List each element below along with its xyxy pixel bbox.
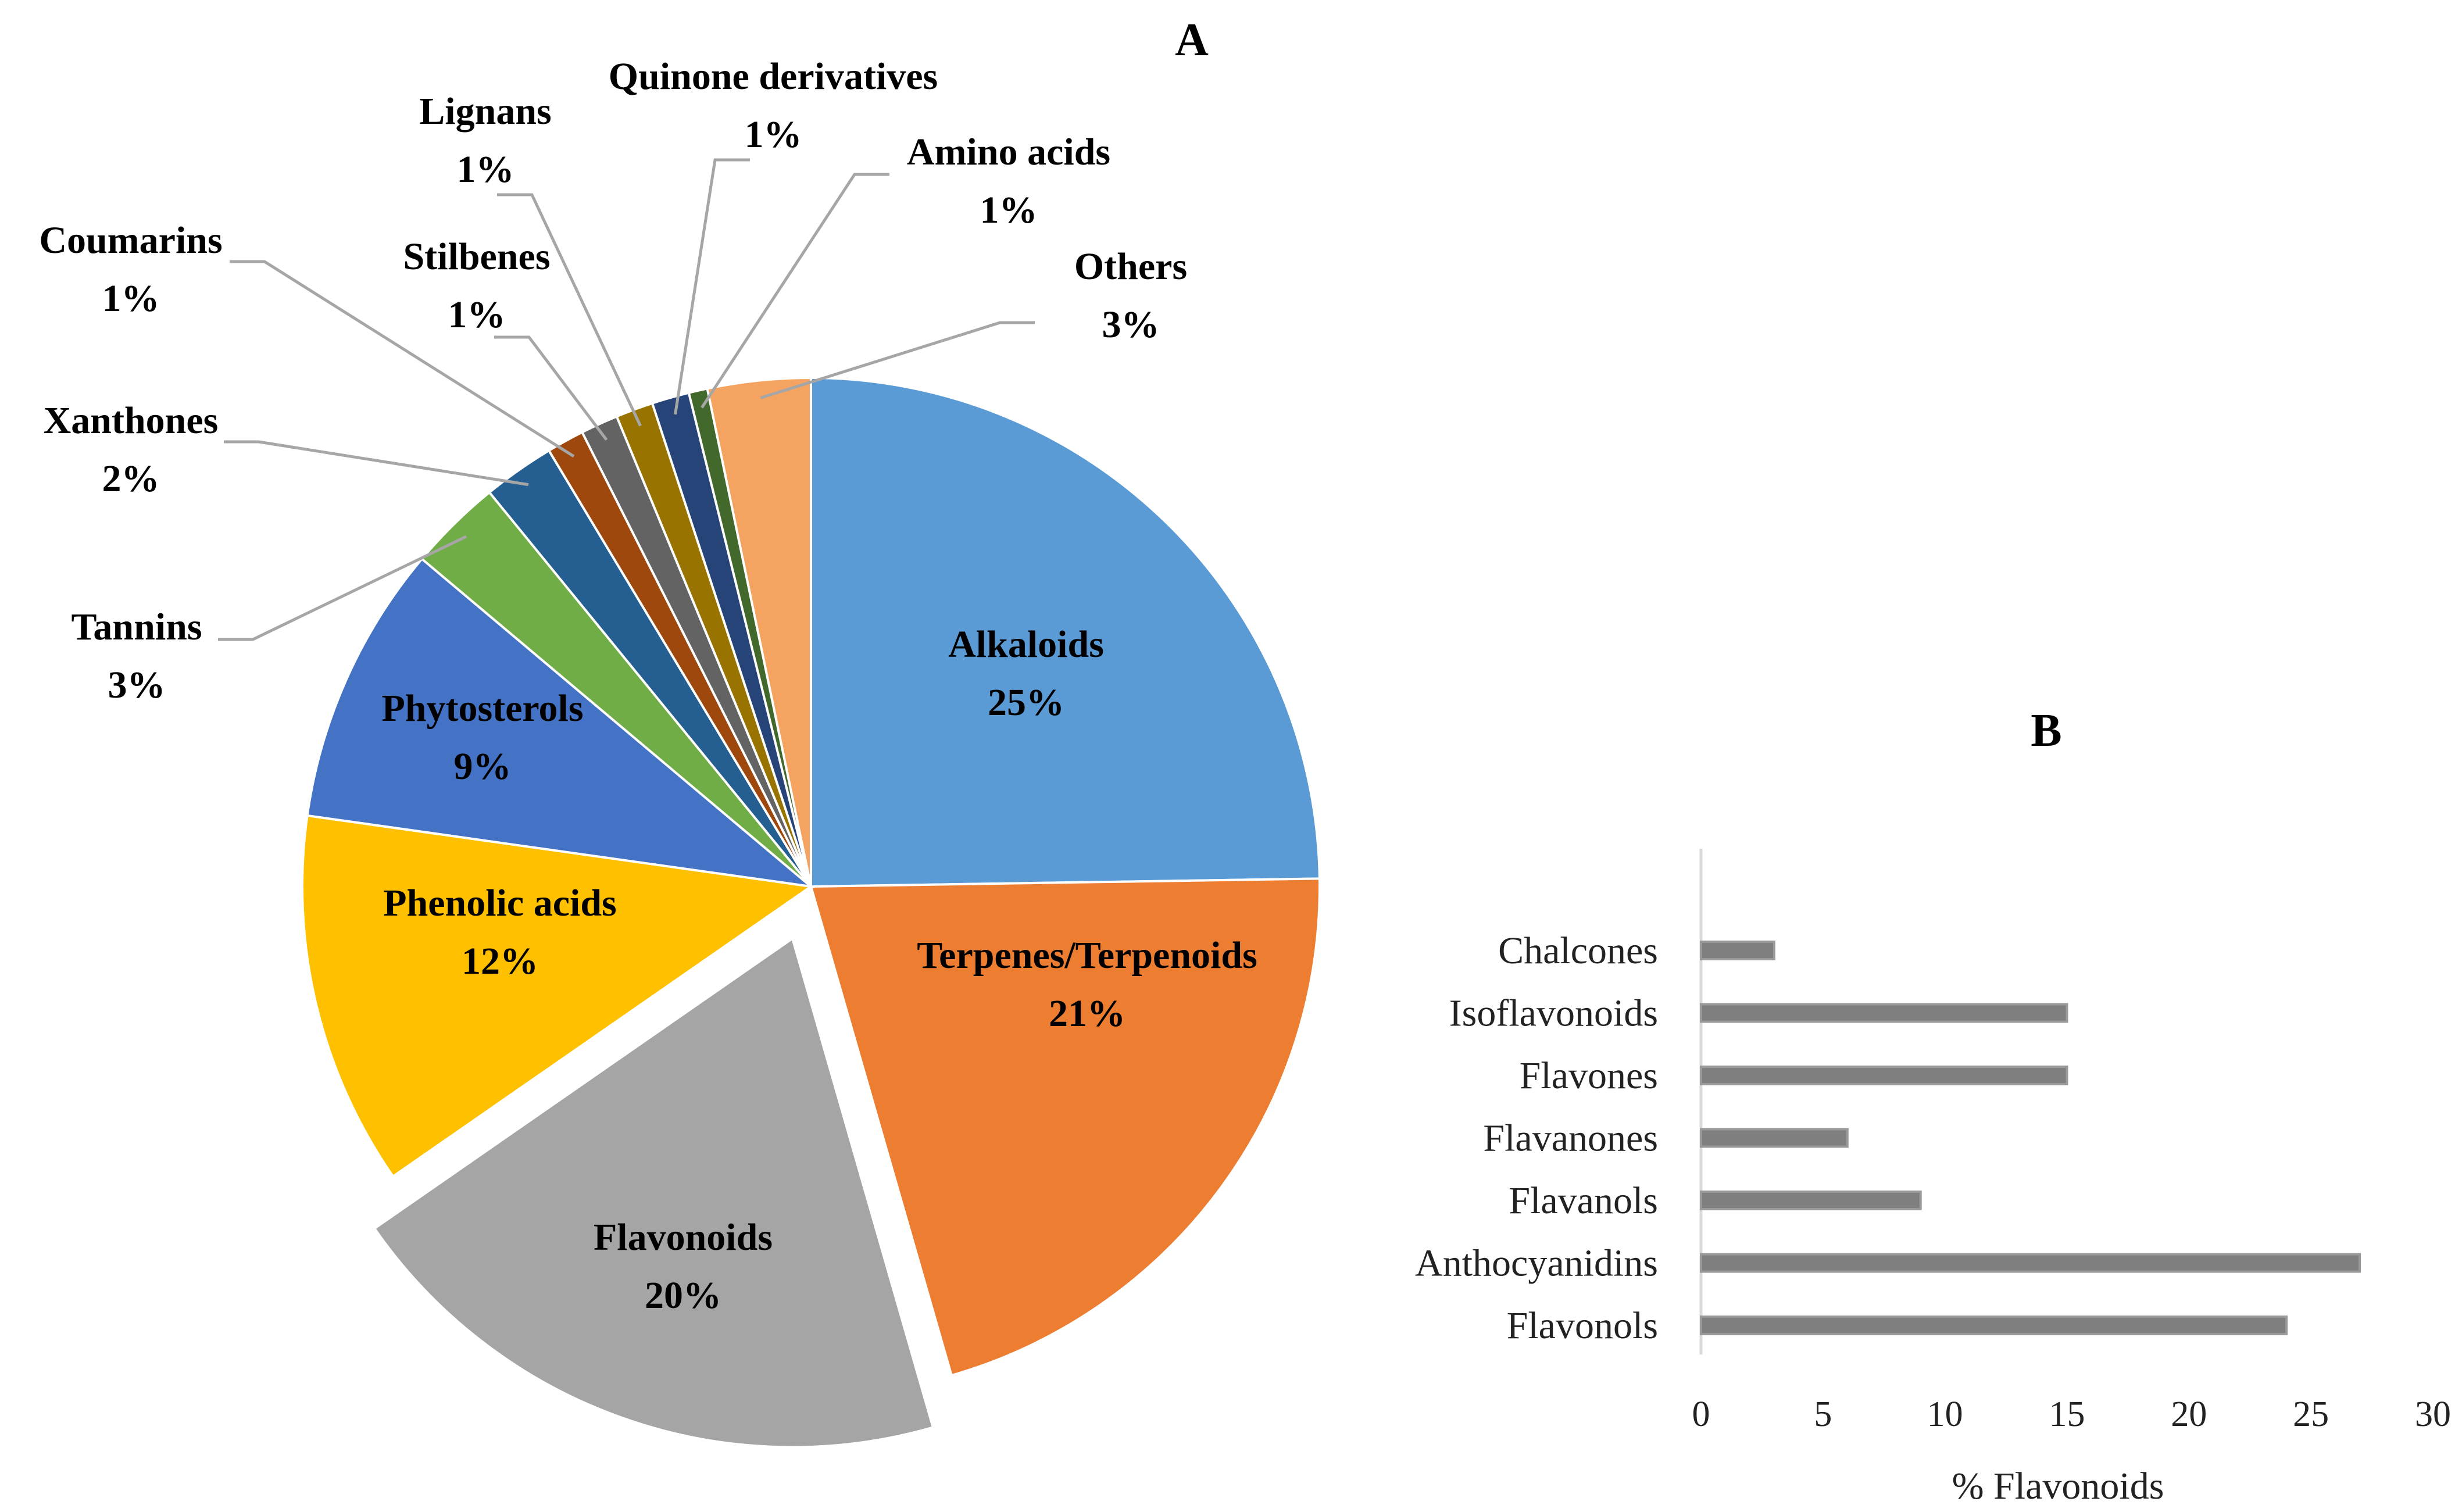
pie-label-amino-acids: Amino acids bbox=[907, 131, 1110, 173]
pie-value-tannins: 3% bbox=[108, 664, 166, 706]
bar-category-isoflavonoids: Isoflavonoids bbox=[1449, 992, 1658, 1035]
bar-category-flavanols: Flavanols bbox=[1509, 1179, 1658, 1222]
pie-slice-terpenes-terpenoids bbox=[809, 877, 1321, 1377]
bar-flavanols bbox=[1700, 1191, 1922, 1210]
pie-slice-alkaloids bbox=[810, 376, 1321, 888]
pie-label-stilbenes: Stilbenes bbox=[403, 235, 550, 278]
pie-label-quinone-derivatives: Quinone derivatives bbox=[609, 55, 938, 98]
pie-value-flavonoids: 20% bbox=[645, 1274, 721, 1317]
pie-value-xanthones: 2% bbox=[102, 457, 160, 500]
panel-label-a: A bbox=[1175, 15, 1209, 66]
pie-value-quinone-derivatives: 1% bbox=[745, 113, 802, 156]
bar-chart: B Chalcones Isoflavonoids Flavones Flavanon… bbox=[1415, 705, 2451, 1507]
pie-label-phenolic-acids: Phenolic acids bbox=[383, 882, 617, 924]
pie-value-terpenes-terpenoids: 21% bbox=[1049, 992, 1125, 1035]
bar-flavonols bbox=[1700, 1316, 2288, 1335]
pie-value-phytosterols: 9% bbox=[454, 745, 512, 788]
pie-label-tannins: Tannins bbox=[71, 606, 202, 648]
pie-slices bbox=[301, 376, 1321, 1449]
pie-label-flavonoids: Flavonoids bbox=[594, 1216, 773, 1259]
leader-line-lignans bbox=[497, 193, 642, 427]
leader-line-tannins bbox=[218, 535, 467, 641]
bar-anthocyanidins bbox=[1700, 1253, 2361, 1273]
leader-line-quinone-derivatives bbox=[674, 158, 750, 415]
pie-value-stilbenes: 1% bbox=[448, 294, 506, 336]
pie-slice-flavonoids bbox=[373, 936, 935, 1449]
x-tick-20: 20 bbox=[2171, 1395, 2207, 1434]
bar-category-anthocyanidins: Anthocyanidins bbox=[1415, 1242, 1658, 1285]
leader-line-amino-acids bbox=[701, 173, 889, 409]
x-axis-title: % Flavonoids bbox=[1952, 1465, 2164, 1507]
pie-label-others: Others bbox=[1074, 245, 1187, 288]
pie-leader-lines bbox=[218, 158, 1035, 641]
bar-flavanones bbox=[1700, 1128, 1849, 1148]
x-tick-5: 5 bbox=[1814, 1395, 1832, 1434]
pie-value-alkaloids: 25% bbox=[988, 681, 1064, 724]
x-tick-15: 15 bbox=[2049, 1395, 2085, 1434]
leader-line-xanthones bbox=[224, 440, 529, 487]
leader-line-coumarins bbox=[230, 260, 575, 458]
pie-label-coumarins: Coumarins bbox=[39, 219, 222, 262]
bar-chalcones bbox=[1700, 941, 1775, 960]
leader-line-others bbox=[760, 321, 1035, 399]
pie-label-terpenes-terpenoids: Terpenes/Terpenoids bbox=[917, 934, 1257, 977]
panel-label-b: B bbox=[2031, 705, 2061, 756]
pie-slice-others bbox=[706, 376, 812, 887]
x-tick-10: 10 bbox=[1927, 1395, 1963, 1434]
pie-label-xanthones: Xanthones bbox=[44, 399, 219, 442]
pie-label-lignans: Lignans bbox=[419, 90, 551, 133]
bar-category-chalcones: Chalcones bbox=[1498, 930, 1658, 972]
pie-slice-phenolic-acids bbox=[301, 814, 814, 1178]
bar-rects bbox=[1700, 941, 2361, 1335]
leader-line-stilbenes bbox=[494, 335, 608, 441]
bar-category-flavonols: Flavonols bbox=[1507, 1304, 1658, 1347]
x-tick-0: 0 bbox=[1692, 1395, 1710, 1434]
pie-value-amino-acids: 1% bbox=[980, 189, 1038, 231]
pie-chart: A Alkaloids 25% Terpenes/Terpenoids 21% Flav… bbox=[39, 15, 1321, 1449]
bar-category-flavones: Flavones bbox=[1520, 1055, 1658, 1097]
bar-category-flavanones: Flavanones bbox=[1483, 1117, 1658, 1160]
pie-value-phenolic-acids: 12% bbox=[462, 940, 538, 982]
pie-slice-phytosterols bbox=[306, 557, 815, 888]
bar-flavones bbox=[1700, 1066, 2068, 1085]
pie-label-alkaloids: Alkaloids bbox=[948, 623, 1104, 666]
bar-isoflavonoids bbox=[1700, 1003, 2068, 1023]
pie-label-phytosterols: Phytosterols bbox=[381, 687, 583, 730]
pie-value-lignans: 1% bbox=[457, 148, 514, 191]
x-tick-25: 25 bbox=[2293, 1395, 2329, 1434]
bar-category-labels: Chalcones Isoflavonoids Flavones Flavanones… bbox=[1415, 930, 1658, 1347]
pie-labels: Alkaloids 25% Terpenes/Terpenoids 21% Flavon… bbox=[39, 55, 1257, 1317]
pie-value-coumarins: 1% bbox=[102, 277, 160, 320]
pie-value-others: 3% bbox=[1102, 303, 1160, 346]
x-tick-30: 30 bbox=[2415, 1395, 2451, 1434]
bar-tick-labels: 0 5 10 15 20 25 30 bbox=[1692, 1395, 2452, 1434]
